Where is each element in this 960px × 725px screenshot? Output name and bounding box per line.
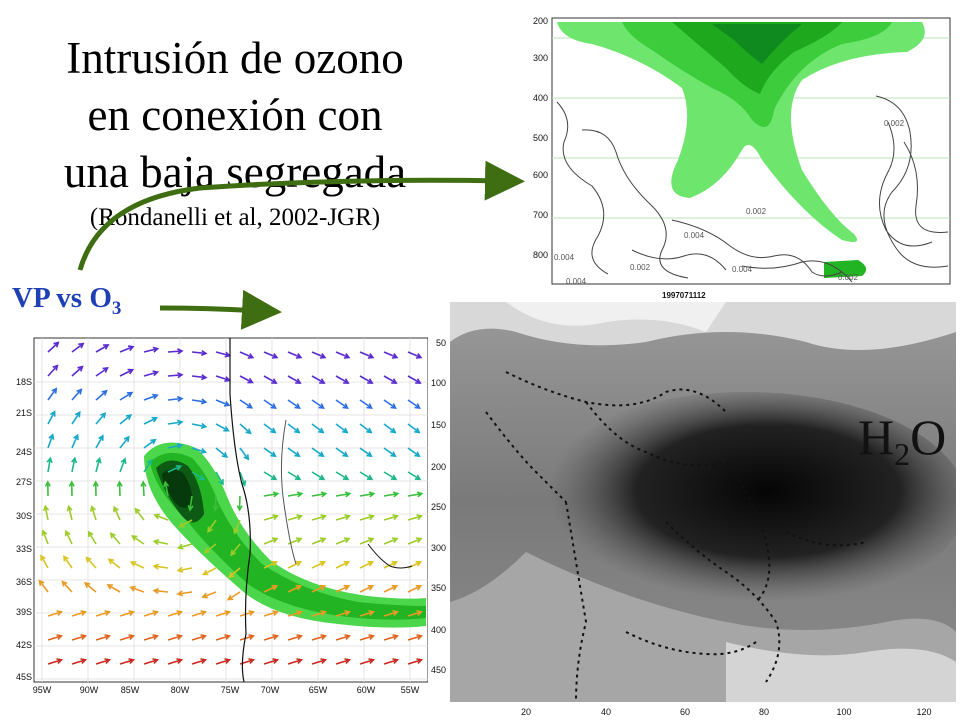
contour-label: 0.004 bbox=[566, 277, 587, 286]
sat-y-tick: 200 bbox=[431, 462, 446, 472]
wind-map-svg: 18S 21S 24S 27S 30S 33S 36S 39S 42S 45S … bbox=[8, 334, 428, 720]
contour-label: 0.004 bbox=[684, 231, 705, 240]
ozone-cross-section-figure: 200 300 400 500 600 700 800 0.002 0.002 … bbox=[512, 10, 952, 302]
lon-tick: 60W bbox=[357, 685, 376, 695]
contour-label: 0.004 bbox=[554, 253, 575, 262]
contour-label: 0.002 bbox=[630, 263, 651, 272]
sat-y-tick: 150 bbox=[431, 420, 446, 430]
satellite-svg: 50 100 150 200 250 300 350 400 450 20 40… bbox=[426, 302, 956, 720]
lat-tick: 39S bbox=[16, 607, 32, 617]
lat-tick: 18S bbox=[16, 377, 32, 387]
xs-y-tick-400: 400 bbox=[533, 93, 548, 103]
cross-section-svg: 200 300 400 500 600 700 800 0.002 0.002 … bbox=[512, 10, 952, 302]
sat-y-tick: 250 bbox=[431, 502, 446, 512]
citation: (Rondanelli et al, 2002-JGR) bbox=[20, 203, 450, 233]
vp-label-text: VP vs O bbox=[12, 282, 112, 314]
lon-tick: 55W bbox=[401, 685, 420, 695]
lat-tick: 27S bbox=[16, 477, 32, 487]
lat-tick: 36S bbox=[16, 577, 32, 587]
h2o-label-o: O bbox=[910, 409, 946, 465]
contour-label: 0.002 bbox=[746, 207, 767, 216]
sat-x-tick: 20 bbox=[521, 707, 531, 717]
lat-tick: 33S bbox=[16, 544, 32, 554]
sat-x-tick: 120 bbox=[916, 707, 931, 717]
h2o-label: H2O bbox=[858, 408, 946, 473]
lon-tick: 70W bbox=[261, 685, 280, 695]
water-vapor-satellite-image: 50 100 150 200 250 300 350 400 450 20 40… bbox=[426, 302, 956, 720]
sat-x-tick: 40 bbox=[601, 707, 611, 717]
xs-y-tick-800: 800 bbox=[533, 250, 548, 260]
title-line-2: en conexión con bbox=[20, 87, 450, 144]
lat-tick: 45S bbox=[16, 672, 32, 682]
xs-y-tick-700: 700 bbox=[533, 210, 548, 220]
lat-tick: 30S bbox=[16, 511, 32, 521]
lat-tick: 42S bbox=[16, 640, 32, 650]
lon-tick: 65W bbox=[309, 685, 328, 695]
lon-tick: 90W bbox=[80, 685, 99, 695]
xs-y-tick-300: 300 bbox=[533, 53, 548, 63]
slide-title: Intrusión de ozono en conexión con una b… bbox=[20, 30, 450, 233]
xs-y-tick-200: 200 bbox=[533, 16, 548, 26]
title-line-1: Intrusión de ozono bbox=[20, 30, 450, 87]
sat-y-tick: 100 bbox=[431, 378, 446, 388]
sat-y-tick: 50 bbox=[436, 338, 446, 348]
sat-y-tick: 350 bbox=[431, 583, 446, 593]
lon-tick: 75W bbox=[221, 685, 240, 695]
xs-y-tick-500: 500 bbox=[533, 133, 548, 143]
lon-tick: 95W bbox=[33, 685, 52, 695]
h2o-label-h: H bbox=[858, 409, 894, 465]
sat-x-tick: 60 bbox=[680, 707, 690, 717]
xs-y-tick-600: 600 bbox=[533, 170, 548, 180]
cross-section-timestamp: 1997071112 bbox=[662, 291, 706, 300]
title-line-3: una baja segregada bbox=[20, 144, 450, 201]
vp-vs-o3-label: VP vs O3 bbox=[12, 282, 121, 320]
lon-tick: 85W bbox=[121, 685, 140, 695]
sat-y-tick: 450 bbox=[431, 665, 446, 675]
pv-wind-map-figure: 18S 21S 24S 27S 30S 33S 36S 39S 42S 45S … bbox=[8, 334, 428, 720]
sat-x-tick: 100 bbox=[836, 707, 851, 717]
sat-y-tick: 300 bbox=[431, 543, 446, 553]
arrow-to-wind-map bbox=[160, 308, 262, 311]
vp-label-subscript: 3 bbox=[112, 298, 122, 319]
lat-tick: 24S bbox=[16, 447, 32, 457]
sat-x-tick: 80 bbox=[759, 707, 769, 717]
lat-tick: 21S bbox=[16, 408, 32, 418]
lon-tick: 80W bbox=[171, 685, 190, 695]
contour-label: 0.004 bbox=[732, 265, 753, 274]
h2o-label-subscript: 2 bbox=[894, 436, 910, 472]
contour-label: 0.002 bbox=[838, 273, 859, 282]
contour-label: 0.002 bbox=[884, 119, 905, 128]
sat-y-tick: 400 bbox=[431, 625, 446, 635]
